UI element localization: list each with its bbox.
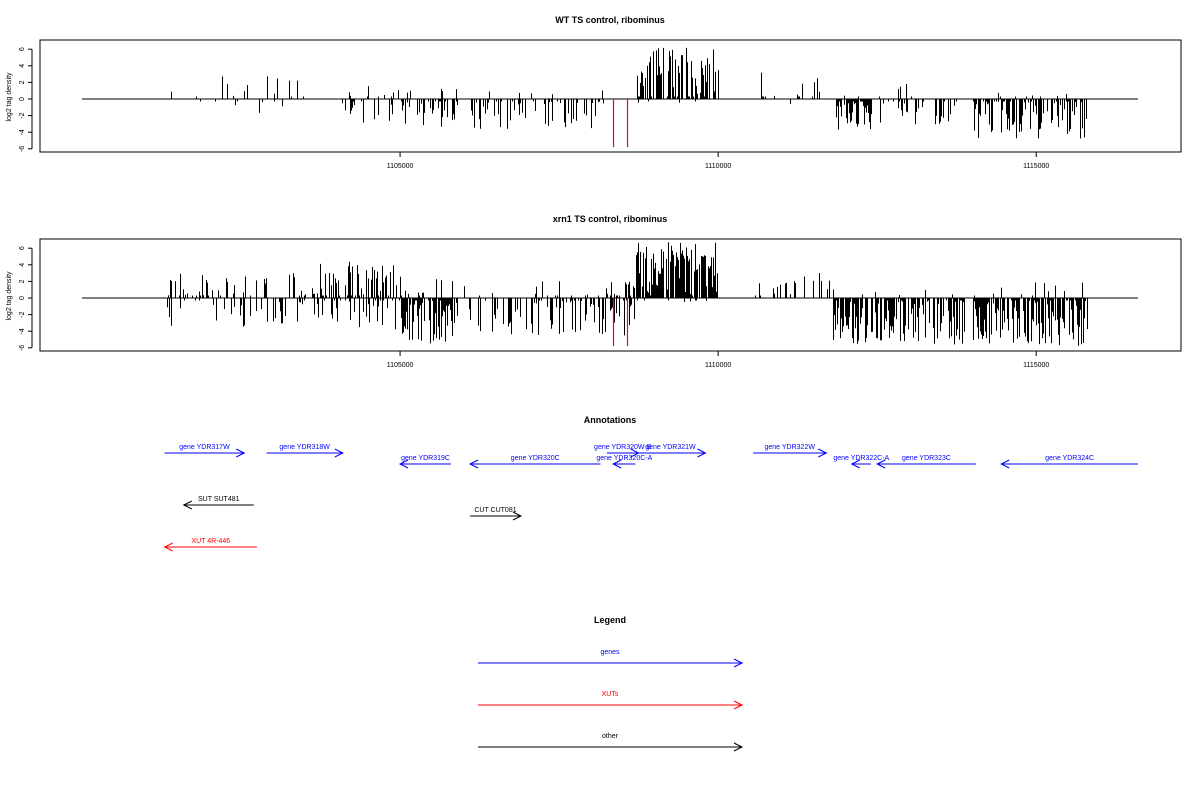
annotation-label: gene YDR317W bbox=[179, 444, 230, 451]
x-tick-label: 1110000 bbox=[705, 163, 731, 170]
y-axis: -6 -4 -2 0 2 4 6 bbox=[19, 246, 33, 351]
annotation-arrow bbox=[850, 459, 871, 469]
legend-title: Legend bbox=[594, 615, 626, 625]
x-axis: 1105000 1110000 1115000 bbox=[387, 351, 1049, 369]
annotation-feature: CUT CUT081 bbox=[470, 507, 523, 521]
panel-title: WT TS control, ribominus bbox=[555, 15, 665, 25]
plot-frame bbox=[39, 39, 1182, 153]
plot-frame bbox=[39, 238, 1182, 352]
annotation-label: gene YDR324C bbox=[1045, 455, 1094, 462]
y-tick-label: 2 bbox=[19, 80, 26, 84]
y-tick-label: -4 bbox=[19, 129, 26, 135]
x-tick-label: 1105000 bbox=[387, 163, 414, 170]
annotation-label: gene YDR323C bbox=[902, 455, 951, 462]
y-tick-label: 6 bbox=[19, 246, 26, 250]
legend-panel: Legend genes XUTs other bbox=[478, 615, 744, 752]
annotation-arrow bbox=[468, 459, 601, 469]
annotation-arrow bbox=[163, 542, 257, 552]
annotation-feature: gene YDR318W bbox=[266, 444, 344, 458]
density-bars bbox=[171, 47, 1087, 139]
highlight-bars bbox=[612, 99, 629, 148]
annotation-feature: gene YDR323C bbox=[876, 455, 976, 469]
x-tick-label: 1115000 bbox=[1023, 163, 1049, 170]
legend-arrow bbox=[478, 700, 744, 710]
legend-arrow bbox=[478, 658, 744, 668]
x-axis: 1105000 1110000 1115000 bbox=[387, 152, 1049, 170]
legend-items: genes XUTs other bbox=[478, 649, 744, 752]
annotation-label: gene YDR322W bbox=[764, 444, 815, 451]
y-tick-label: -2 bbox=[19, 311, 26, 317]
panel-title: xrn1 TS control, ribominus bbox=[553, 214, 668, 224]
annotation-label: gene YDR320W-B bbox=[594, 444, 652, 451]
annotation-label: gene YDR318W bbox=[279, 444, 330, 451]
annotation-feature: gene YDR319C bbox=[398, 455, 451, 469]
x-tick-label: 1105000 bbox=[387, 362, 414, 369]
panel-xrn1: xrn1 TS control, ribominus log2 tag dens… bbox=[6, 214, 1182, 369]
legend-item: other bbox=[478, 733, 744, 752]
y-tick-label: 4 bbox=[19, 64, 26, 68]
annotation-feature: gene YDR324C bbox=[1000, 455, 1138, 469]
y-tick-label: 0 bbox=[19, 296, 26, 300]
annotation-feature: XUT 4R-446 bbox=[163, 538, 257, 552]
legend-label: XUTs bbox=[602, 691, 619, 698]
y-tick-label: -6 bbox=[19, 146, 26, 152]
y-axis-label: log2 tag density bbox=[6, 271, 13, 321]
y-tick-label: 4 bbox=[19, 263, 26, 267]
y-tick-label: 0 bbox=[19, 97, 26, 101]
legend-label: other bbox=[602, 733, 619, 740]
annotation-arrow bbox=[182, 500, 254, 510]
annotation-label: gene YDR321W bbox=[645, 444, 696, 451]
annotation-feature: gene YDR322W bbox=[753, 444, 828, 458]
legend-item: XUTs bbox=[478, 691, 744, 710]
annotation-arrow bbox=[876, 459, 976, 469]
highlight-bars bbox=[612, 298, 629, 347]
annotation-label: gene YDR320C-A bbox=[596, 455, 652, 462]
legend-arrow bbox=[478, 742, 744, 752]
annotation-arrow bbox=[753, 448, 828, 458]
annotation-label: gene YDR322C-A bbox=[833, 455, 889, 462]
density-bars bbox=[167, 242, 1088, 346]
y-tick-label: -6 bbox=[19, 345, 26, 351]
annotation-tracks: gene YDR317W gene YDR318W gene YDR319C gene… bbox=[163, 444, 1138, 552]
annotation-arrow bbox=[164, 448, 246, 458]
y-tick-label: 6 bbox=[19, 47, 26, 51]
annotation-feature: gene YDR320C bbox=[468, 455, 601, 469]
y-tick-label: -2 bbox=[19, 112, 26, 118]
annotations-title: Annotations bbox=[584, 415, 637, 425]
annotation-label: gene YDR319C bbox=[401, 455, 450, 462]
x-tick-label: 1115000 bbox=[1023, 362, 1049, 369]
annotation-label: XUT 4R-446 bbox=[191, 538, 230, 545]
annotation-feature: gene YDR320C-A bbox=[596, 455, 653, 469]
annotation-arrow bbox=[612, 459, 636, 469]
y-axis: -6 -4 -2 0 2 4 6 bbox=[19, 47, 33, 152]
annotation-feature: SUT SUT481 bbox=[182, 496, 254, 510]
annotation-arrow bbox=[1000, 459, 1138, 469]
annotation-arrow bbox=[398, 459, 451, 469]
legend-item: genes bbox=[478, 649, 744, 668]
annotation-label: gene YDR320C bbox=[511, 455, 560, 462]
annotation-feature: gene YDR322C-A bbox=[833, 455, 890, 469]
annotation-label: CUT CUT081 bbox=[474, 507, 516, 514]
x-tick-label: 1110000 bbox=[705, 362, 731, 369]
panel-wt: WT TS control, ribominus log2 tag densit… bbox=[6, 15, 1182, 170]
annotation-arrow bbox=[266, 448, 344, 458]
annotation-label: SUT SUT481 bbox=[198, 496, 240, 503]
y-tick-label: 2 bbox=[19, 279, 26, 283]
annotation-feature: gene YDR321W bbox=[635, 444, 707, 458]
annotation-feature: gene YDR317W bbox=[164, 444, 246, 458]
annotation-arrow bbox=[635, 448, 707, 458]
annotation-arrow bbox=[470, 511, 523, 521]
legend-label: genes bbox=[600, 649, 620, 656]
y-tick-label: -4 bbox=[19, 328, 26, 334]
annotations-panel: Annotations gene YDR317W gene YDR318Wgene… bbox=[163, 415, 1138, 552]
y-axis-label: log2 tag density bbox=[6, 72, 13, 122]
